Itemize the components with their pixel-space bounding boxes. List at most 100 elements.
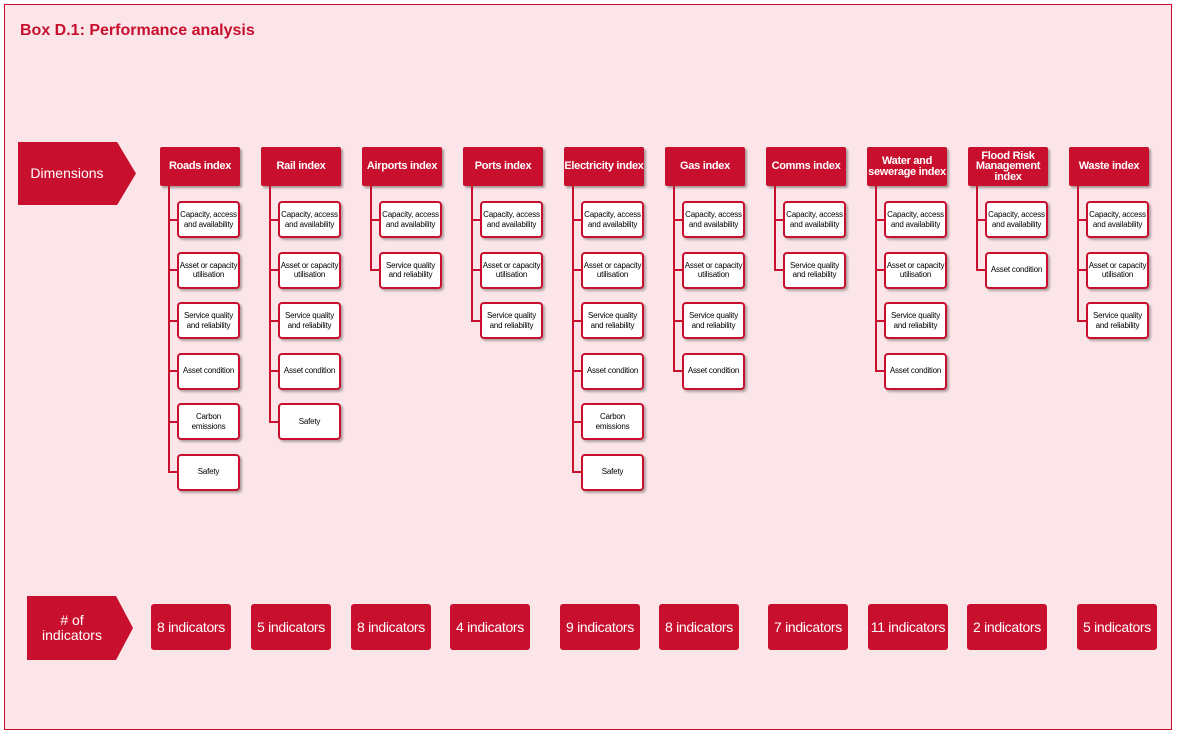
dimension-box: Capacity, access and availability [682,201,745,238]
connector-line [875,186,877,372]
dimension-box: Service quality and reliability [682,302,745,339]
dimension-box: Asset condition [682,352,745,390]
connector-branch [168,420,178,423]
connector-line [269,186,271,423]
connector-line [774,186,776,271]
dimension-box: Safety [581,453,644,491]
index-header: Gas index [665,147,745,186]
column-water-and-sewerage-index: Water and sewerage index Capacity, access… [867,147,949,517]
indicator-count: 8 indicators [151,604,231,650]
dimension-box: Asset or capacity utilisation [278,251,341,289]
dimension-box: Service quality and reliability [581,302,644,339]
connector-branch [572,319,582,322]
box-title: Box D.1: Performance analysis [20,22,255,39]
connector-line [572,186,574,473]
column-gas-index: Gas index Capacity, access and availabili… [665,147,747,517]
connector-branch [269,319,279,322]
index-header: Flood Risk Management index [968,147,1048,186]
connector-branch [168,471,178,473]
index-header: Airports index [362,147,442,186]
index-header: Waste index [1069,147,1149,186]
indicator-count: 9 indicators [560,604,640,650]
indicator-count: 11 indicators [868,604,948,650]
dimension-box: Safety [177,453,240,491]
dimension-box: Capacity, access and availability [480,201,543,238]
connector-branch [370,269,380,271]
dimension-box: Service quality and reliability [884,302,947,339]
connector-branch [168,269,178,271]
index-header: Roads index [160,147,240,186]
column-ports-index: Ports index Capacity, access and availabi… [463,147,545,517]
indicator-count: 4 indicators [450,604,530,650]
indicator-count: 2 indicators [967,604,1047,650]
connector-branch [1077,269,1087,271]
index-header: Water and sewerage index [867,147,947,186]
dimension-box: Carbon emissions [177,403,240,440]
connector-branch [673,370,683,372]
indicator-count: 8 indicators [351,604,431,650]
connector-branch [471,218,481,221]
indicator-count: 5 indicators [251,604,331,650]
dimension-box: Capacity, access and availability [177,201,240,238]
dimension-box: Asset or capacity utilisation [1086,251,1149,289]
dimension-box: Asset or capacity utilisation [581,251,644,289]
index-header: Comms index [766,147,846,186]
connector-branch [875,370,885,372]
connector-branch [269,370,279,372]
connector-branch [976,218,986,221]
connector-branch [572,370,582,372]
connector-line [673,186,675,372]
index-header: Rail index [261,147,341,186]
connector-line [471,186,473,322]
connector-branch [673,218,683,221]
column-electricity-index: Electricity index Capacity, access and av… [564,147,646,517]
dimension-box: Service quality and reliability [480,302,543,339]
connector-line [1077,186,1079,322]
column-airports-index: Airports index Capacity, access and avail… [362,147,444,517]
dimension-box: Service quality and reliability [177,302,240,339]
connector-branch [875,218,885,221]
indicator-count: 7 indicators [768,604,848,650]
dimension-box: Service quality and reliability [379,251,442,289]
dimension-box: Capacity, access and availability [884,201,947,238]
dimension-box: Asset condition [177,352,240,390]
column-roads-index: Roads index Capacity, access and availabi… [160,147,242,517]
connector-branch [774,218,784,221]
connector-branch [673,269,683,271]
dimension-box: Capacity, access and availability [379,201,442,238]
connector-branch [370,218,380,221]
connector-branch [269,420,279,423]
indicators-label: # of indicators [42,612,102,643]
index-header: Electricity index [564,147,644,186]
dimension-box: Service quality and reliability [783,251,846,289]
dimension-box: Asset condition [985,251,1048,289]
connector-branch [471,269,481,271]
dimensions-label: Dimensions [30,165,104,182]
connector-branch [168,218,178,221]
dimension-box: Capacity, access and availability [985,201,1048,238]
connector-branch [269,218,279,221]
indicator-count: 5 indicators [1077,604,1157,650]
dimension-box: Asset condition [581,352,644,390]
dimensions-arrow: Dimensions [18,142,136,205]
column-waste-index: Waste index Capacity, access and availabi… [1069,147,1151,517]
connector-branch [1077,319,1087,322]
dimension-box: Asset or capacity utilisation [682,251,745,289]
dimension-box: Asset condition [278,352,341,390]
connector-branch [572,471,582,473]
column-comms-index: Comms index Capacity, access and availabi… [766,147,848,517]
indicators-arrow: # of indicators [27,596,133,660]
dimension-box: Service quality and reliability [278,302,341,339]
dimension-box: Asset or capacity utilisation [480,251,543,289]
connector-line [976,186,978,271]
connector-branch [269,269,279,271]
connector-branch [774,269,784,271]
indicator-count: 8 indicators [659,604,739,650]
connector-branch [976,269,986,271]
connector-branch [572,218,582,221]
connector-branch [168,370,178,372]
column-flood-risk-management-index: Flood Risk Management index Capacity, acc… [968,147,1050,517]
connector-line [370,186,372,271]
dimension-box: Capacity, access and availability [581,201,644,238]
dimension-box: Safety [278,403,341,440]
